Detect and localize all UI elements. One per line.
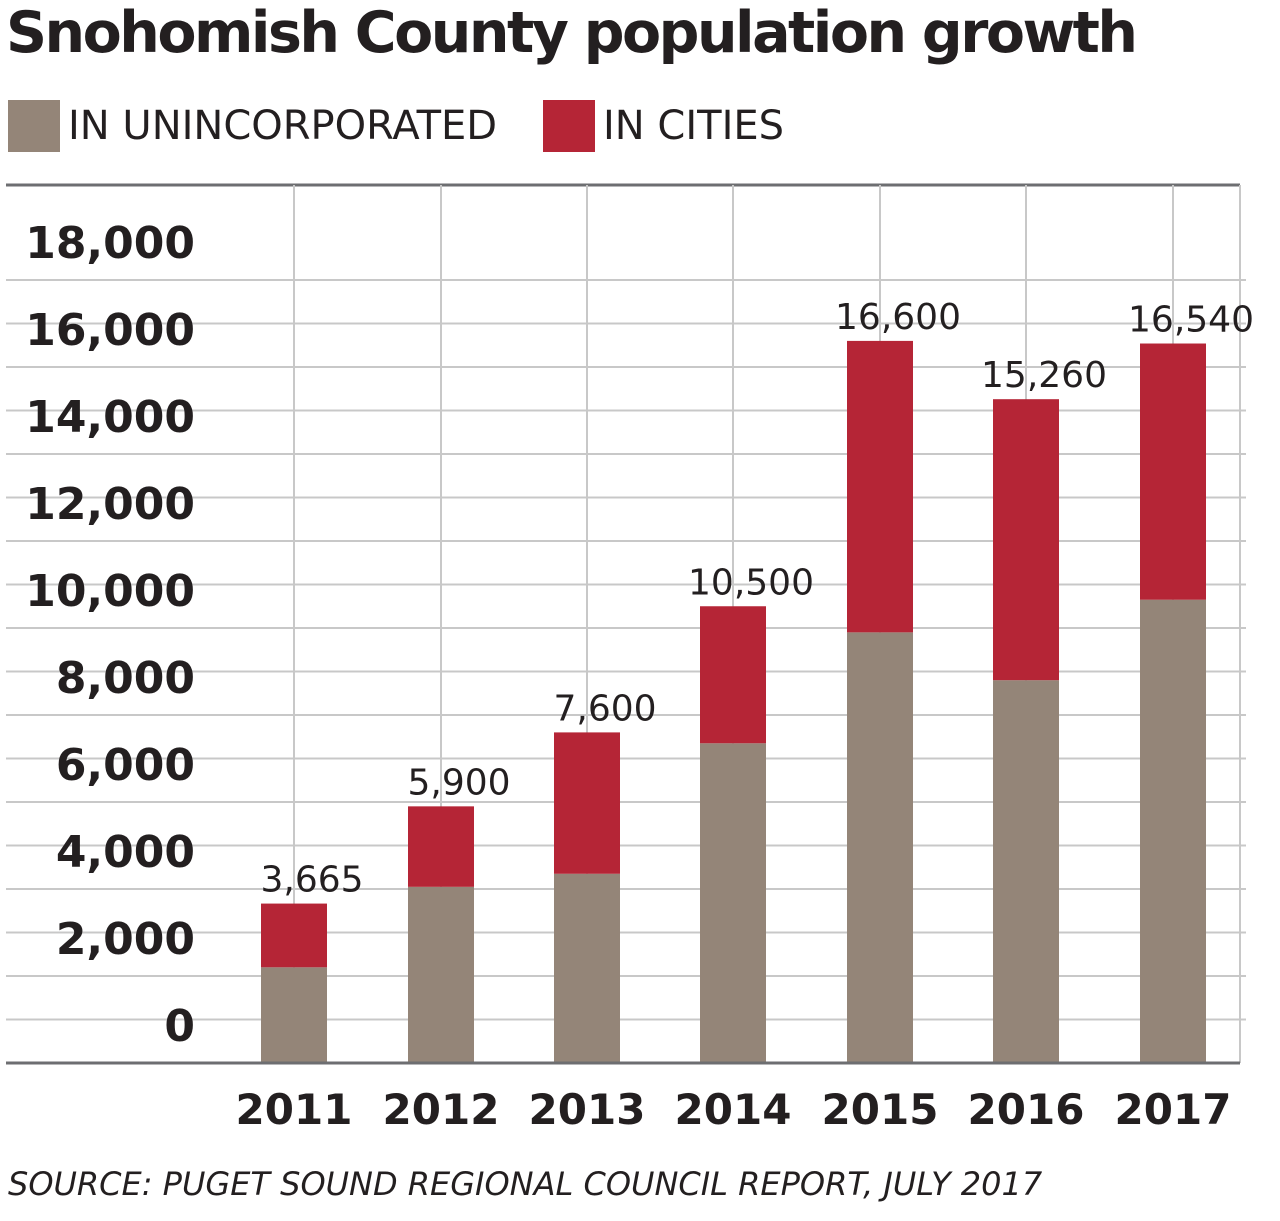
legend-swatch-cities xyxy=(543,100,595,152)
x-tick-label: 2017 xyxy=(1115,1085,1232,1134)
bar-total-label: 15,260 xyxy=(981,355,1107,396)
x-tick-label: 2014 xyxy=(675,1085,792,1134)
bar-segment-cities xyxy=(1140,343,1206,600)
x-tick-label: 2011 xyxy=(236,1085,353,1134)
legend-item-cities: IN CITIES xyxy=(543,98,784,154)
legend-swatch-unincorporated xyxy=(8,100,60,152)
bar-segment-unincorporated xyxy=(700,743,766,1063)
x-tick-label: 2015 xyxy=(822,1085,939,1134)
x-tick-label: 2012 xyxy=(383,1085,500,1134)
bar-segment-unincorporated xyxy=(1140,599,1206,1063)
y-tick-label: 6,000 xyxy=(56,740,195,791)
legend-item-unincorporated: IN UNINCORPORATED xyxy=(8,98,497,154)
x-tick-label: 2013 xyxy=(529,1085,646,1134)
y-tick-label: 14,000 xyxy=(25,392,195,443)
bar-segment-cities xyxy=(408,806,474,887)
bar-total-label: 3,665 xyxy=(260,860,363,901)
x-tick-label: 2016 xyxy=(968,1085,1085,1134)
bar-total-label: 16,600 xyxy=(835,297,961,338)
bar-segment-unincorporated xyxy=(847,632,913,1063)
y-tick-label: 10,000 xyxy=(25,566,195,617)
source-note: SOURCE: PUGET SOUND REGIONAL COUNCIL REP… xyxy=(8,1165,1043,1203)
bar-total-label: 7,600 xyxy=(553,688,656,729)
y-tick-label: 18,000 xyxy=(25,218,195,269)
bar-total-label: 16,540 xyxy=(1128,300,1254,341)
y-tick-label: 0 xyxy=(164,1001,195,1052)
y-tick-label: 2,000 xyxy=(56,914,195,965)
bar-segment-unincorporated xyxy=(261,967,327,1063)
bar-segment-unincorporated xyxy=(993,680,1059,1063)
bar-segment-cities xyxy=(847,340,913,633)
bar-segment-cities xyxy=(993,399,1059,681)
bar-segment-unincorporated xyxy=(408,886,474,1063)
legend-label-cities: IN CITIES xyxy=(603,103,785,149)
bar-segment-cities xyxy=(261,903,327,968)
y-tick-label: 8,000 xyxy=(56,653,195,704)
y-tick-label: 12,000 xyxy=(25,479,195,530)
bar-segment-unincorporated xyxy=(554,873,620,1063)
chart-title: Snohomish County population growth xyxy=(6,0,1138,66)
bar-total-label: 5,900 xyxy=(407,762,510,803)
y-tick-label: 16,000 xyxy=(25,305,195,356)
y-tick-label: 4,000 xyxy=(56,827,195,878)
bar-total-label: 10,500 xyxy=(688,562,814,603)
bar-segment-cities xyxy=(700,606,766,744)
legend-label-unincorporated: IN UNINCORPORATED xyxy=(68,103,498,149)
bar-segment-cities xyxy=(554,732,620,874)
